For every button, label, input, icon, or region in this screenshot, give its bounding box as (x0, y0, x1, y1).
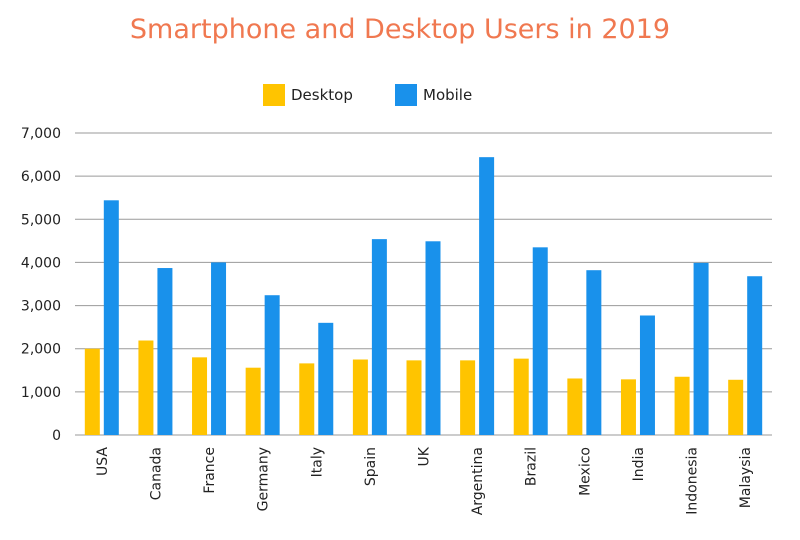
x-tick-label: USA (95, 447, 111, 476)
x-tick-label: Mexico (577, 447, 593, 496)
bar-desktop-uk (406, 360, 422, 435)
y-tick-label: 0 (52, 428, 61, 444)
legend-label-desktop: Desktop (291, 86, 353, 104)
y-tick-label: 7,000 (21, 126, 61, 142)
bar-desktop-usa (84, 348, 100, 435)
bar-mobile-malaysia (747, 276, 763, 435)
bar-mobile-argentina (479, 157, 495, 435)
bar-desktop-germany (245, 367, 261, 435)
y-tick-label: 6,000 (21, 169, 61, 185)
bar-desktop-spain (352, 359, 368, 435)
bar-desktop-brazil (513, 358, 529, 435)
bar-mobile-usa (103, 200, 119, 435)
bar-mobile-indonesia (693, 262, 709, 435)
x-tick-label: Canada (148, 447, 164, 500)
x-tick-label: India (631, 447, 647, 481)
bar-desktop-malaysia (728, 379, 744, 435)
bar-mobile-germany (264, 295, 280, 435)
x-tick-label: France (202, 447, 218, 494)
bar-desktop-india (620, 379, 636, 435)
y-tick-label: 5,000 (21, 212, 61, 228)
x-tick-label: UK (417, 446, 433, 466)
bar-desktop-canada (138, 340, 154, 435)
legend-swatch-mobile (395, 84, 417, 106)
y-tick-label: 4,000 (21, 255, 61, 271)
x-tick-label: Spain (363, 447, 379, 486)
bar-mobile-spain (371, 239, 387, 435)
x-tick-label: Germany (256, 447, 272, 511)
bar-desktop-argentina (460, 360, 476, 435)
x-tick-label: Malaysia (738, 447, 754, 508)
bar-desktop-indonesia (674, 376, 690, 435)
bar-mobile-uk (425, 241, 441, 435)
bar-mobile-brazil (532, 247, 548, 435)
bar-desktop-mexico (567, 378, 583, 435)
bar-desktop-italy (299, 363, 315, 435)
legend-label-mobile: Mobile (423, 86, 473, 104)
y-tick-label: 3,000 (21, 299, 61, 315)
bar-mobile-italy (318, 322, 334, 435)
y-tick-label: 2,000 (21, 342, 61, 358)
x-tick-label: Italy (309, 447, 325, 477)
legend-swatch-desktop (263, 84, 285, 106)
x-tick-label: Argentina (470, 447, 486, 515)
bar-mobile-canada (157, 268, 173, 435)
x-tick-label: Indonesia (685, 447, 701, 515)
bar-mobile-india (639, 315, 655, 435)
bar-mobile-mexico (586, 270, 602, 435)
chart-title: Smartphone and Desktop Users in 2019 (129, 14, 671, 45)
x-tick-label: Brazil (524, 447, 540, 486)
bar-desktop-france (192, 357, 208, 435)
y-tick-label: 1,000 (21, 385, 61, 401)
bar-mobile-france (211, 262, 227, 435)
